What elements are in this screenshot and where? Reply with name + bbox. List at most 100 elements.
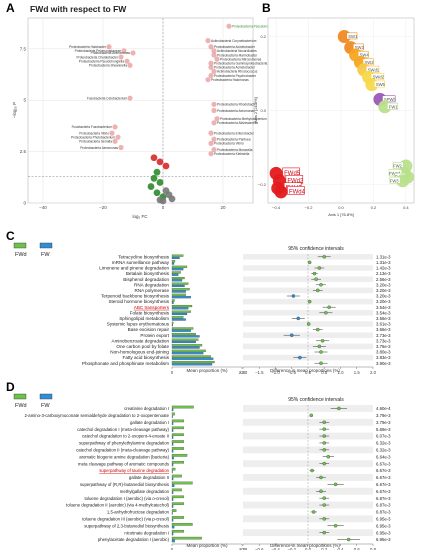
bar-fwd (171, 502, 184, 505)
category-label: ABC transporters (134, 305, 170, 310)
bar-fw (171, 335, 200, 338)
category-label: Sphingolipid metabolism (119, 316, 169, 321)
ci-axis-tick-label: −0.5 (288, 370, 297, 375)
bar-fw (171, 429, 174, 432)
p-value: 1.42e-3 (376, 266, 391, 271)
volcano-point-label: Proteobacteria Photobacterium (71, 136, 115, 140)
bar-fwd (171, 433, 184, 436)
category-label: Folate biosynthesis (130, 310, 170, 315)
bar-fwd (171, 474, 182, 478)
volcano-y-tick-label: 7.5 (20, 46, 27, 51)
bar-fw (171, 329, 191, 332)
bar-fw (171, 512, 173, 515)
ci-row-band (243, 487, 373, 495)
volcano-point-label: Proteobacteria Pseudohongiella (79, 59, 124, 63)
ci-axis-tick-label: 0.6 (354, 547, 361, 550)
ci-axis-tick-label: 2.0 (370, 370, 377, 375)
ci-axis-tick-label: −1.0 (271, 370, 280, 375)
volcano-x-tick-label: 0 (162, 205, 165, 210)
bar-fw (171, 290, 186, 293)
bar-fwd (171, 360, 215, 364)
diff-point (322, 448, 326, 452)
volcano-point-label: Proteobacteria Enterobacter (214, 131, 255, 135)
pcoa-label-box (287, 186, 305, 195)
bar-fwd (171, 304, 193, 308)
volcano-point (147, 183, 155, 190)
bar-fw (171, 352, 204, 355)
bar-fwd (171, 293, 186, 296)
volcano-point-label: Proteobacteria Alteromonas (91, 51, 131, 55)
volcano-point (112, 124, 118, 130)
category-label: Steroid hormone biosynthesis (108, 299, 169, 304)
category-label: superpathway of taurine degradation (99, 468, 169, 473)
diff-point (310, 468, 314, 473)
pcoa-point-label: SW2 (364, 60, 374, 65)
volcano-point (208, 130, 214, 136)
volcano-point (168, 195, 176, 203)
pcoa-x-tick-label: −0.2 (305, 205, 314, 210)
bar-fwd (171, 488, 182, 492)
volcano-point (226, 23, 232, 29)
diff-point (298, 355, 302, 360)
volcano-point (127, 95, 133, 101)
bar-fw (171, 324, 173, 327)
bar-fwd (171, 509, 177, 512)
bar-fw (171, 477, 174, 481)
bar-fw (171, 312, 188, 316)
p-value: 3.76e-3 (376, 344, 391, 349)
ci-row-band (243, 418, 373, 426)
volcano-point-label: Actinobacteria Nocardioides (217, 49, 257, 53)
volcano-point (208, 44, 214, 50)
bar-fw (171, 518, 174, 522)
ci-row-band (243, 446, 373, 454)
bar-fw (171, 449, 174, 453)
p-value: 6.67e-3 (376, 489, 391, 494)
bar-fwd (171, 332, 196, 336)
volcano-point (211, 107, 217, 114)
category-label: mRNA surveillance pathway (112, 260, 170, 265)
diff-point (319, 489, 323, 493)
bar-fwd (171, 454, 188, 457)
p-value: 3.73e-3 (376, 333, 391, 338)
volcano-plot-xlabel: log₂ FC (132, 214, 148, 219)
p-value: 3.20e-3 (376, 282, 391, 287)
bar-fw (171, 443, 174, 446)
pcoa-point-label: FW1 (389, 104, 399, 109)
volcano-point-label: Proteobacteria Alishewanella (217, 121, 258, 125)
bar-fwd (171, 282, 189, 285)
ci-axis-tick-label: −0.6 (255, 547, 264, 550)
p-value: 3.79e-3 (376, 420, 391, 425)
bar-fw (171, 268, 184, 271)
volcano-point-label: Actinobacteria Corynebacterium (211, 39, 257, 43)
ci-axis-tick-label: 0.5 (321, 370, 328, 375)
category-label: catechol degradation II (meta-cleavage p… (76, 447, 169, 452)
volcano-point-label: Proteobacteria Acinetobacter (214, 66, 256, 70)
diff-point (307, 299, 312, 304)
ci-row-band (243, 254, 373, 260)
bar-fwd (171, 349, 206, 352)
bar-fw (171, 436, 174, 439)
p-value: 6.32e-3 (376, 441, 391, 446)
pcoa-label-box (392, 162, 404, 169)
bar-fw (171, 279, 183, 282)
p-value: 6.67e-3 (376, 468, 391, 473)
diff-point (322, 530, 326, 535)
bar-fw (171, 307, 189, 310)
p-value: 3.20e-3 (376, 294, 391, 299)
bar-fw (171, 539, 175, 543)
diff-point (346, 537, 351, 542)
ci-axis-tick-label: 0.2 (321, 547, 328, 550)
bar-fw (171, 408, 174, 412)
panel-label-b: B (262, 1, 271, 15)
volcano-point (211, 136, 217, 142)
bar-fwd (171, 254, 184, 257)
p-value: 6.64e-3 (376, 454, 391, 459)
bar-fw (171, 262, 175, 265)
legend-label-fwd: FWd (15, 252, 27, 258)
p-value: 1.31e-3 (376, 254, 391, 259)
category-label: Non-homologous end-joining (110, 350, 169, 355)
bar-fw (171, 340, 196, 344)
metacyc-pathway-comparison: FWd FW 95% confidence intervals Mean pro… (13, 393, 391, 550)
category-label: phenylacetate degradation I (aerobic) (98, 537, 170, 542)
diff-point (306, 322, 311, 326)
